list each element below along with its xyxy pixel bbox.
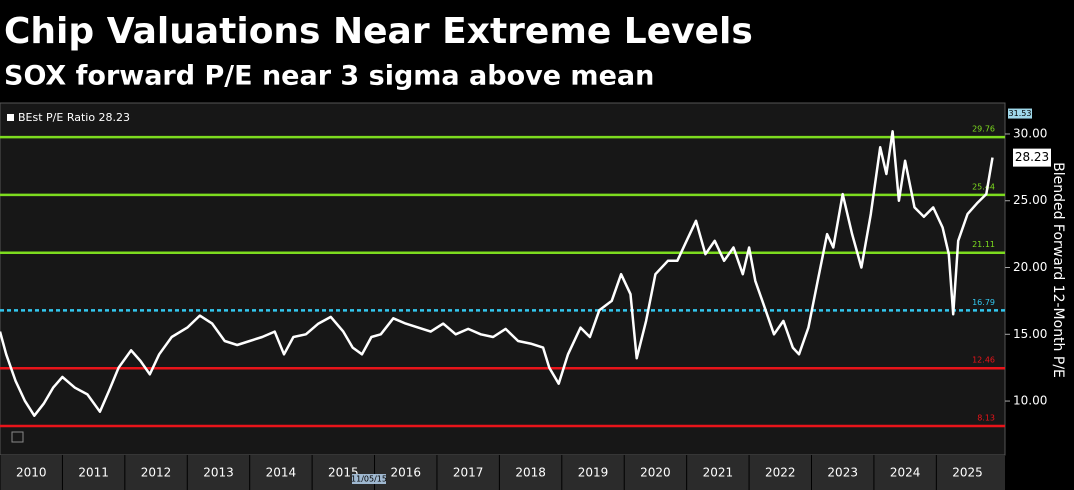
x-tick-label: 2023 (827, 466, 858, 480)
x-tick-label: 2016 (390, 466, 421, 480)
annotation-box (352, 474, 386, 484)
chart-subtitle: SOX forward P/E near 3 sigma above mean (4, 61, 654, 92)
x-tick-label: 2013 (203, 466, 234, 480)
x-tick-label: 2025 (952, 466, 983, 480)
reference-label: 29.76 (972, 125, 995, 134)
x-tick-label: 2011 (78, 466, 109, 480)
x-axis-band (0, 455, 1005, 490)
reference-label: 21.11 (972, 240, 995, 249)
x-tick-label: 2014 (266, 466, 297, 480)
annotation: 11/05/15 (351, 475, 387, 484)
chart-title: Chip Valuations Near Extreme Levels (4, 11, 753, 52)
x-tick-label: 2010 (16, 466, 47, 480)
y-tick-label: 15.00 (1013, 327, 1047, 341)
x-tick-label: 2021 (703, 466, 734, 480)
last-value-label: 28.23 (1015, 150, 1049, 164)
plot-area (0, 102, 1006, 456)
x-tick-label: 2017 (453, 466, 484, 480)
reference-label: 25.44 (972, 182, 995, 191)
x-tick-label: 2022 (765, 466, 796, 480)
legend-swatch (7, 114, 14, 121)
reference-label: 8.13 (977, 414, 995, 423)
x-tick-label: 2019 (578, 466, 609, 480)
y-tick-label: 20.00 (1013, 260, 1047, 274)
y-tick-label: 10.00 (1013, 394, 1047, 408)
y-tick-label: 30.00 (1013, 126, 1047, 140)
y-tick-label: 25.00 (1013, 193, 1047, 207)
series-line (0, 130, 994, 417)
top-marker-label: 31.53 (1009, 109, 1032, 118)
reference-label: 12.46 (972, 356, 995, 365)
legend-label: BEst P/E Ratio 28.23 (18, 111, 130, 124)
y-axis-title: Blended Forward 12-Month P/E (1050, 162, 1066, 378)
x-tick-label: 2020 (640, 466, 671, 480)
last-value-box (1013, 148, 1051, 167)
x-tick-label: 2024 (890, 466, 921, 480)
reference-label: 16.79 (972, 298, 995, 307)
x-tick-label: 2012 (141, 466, 172, 480)
x-tick-label: 2018 (515, 466, 546, 480)
top-marker-box (1008, 108, 1032, 119)
x-tick-label: 2015 (328, 466, 359, 480)
zoom-icon (11, 431, 24, 443)
